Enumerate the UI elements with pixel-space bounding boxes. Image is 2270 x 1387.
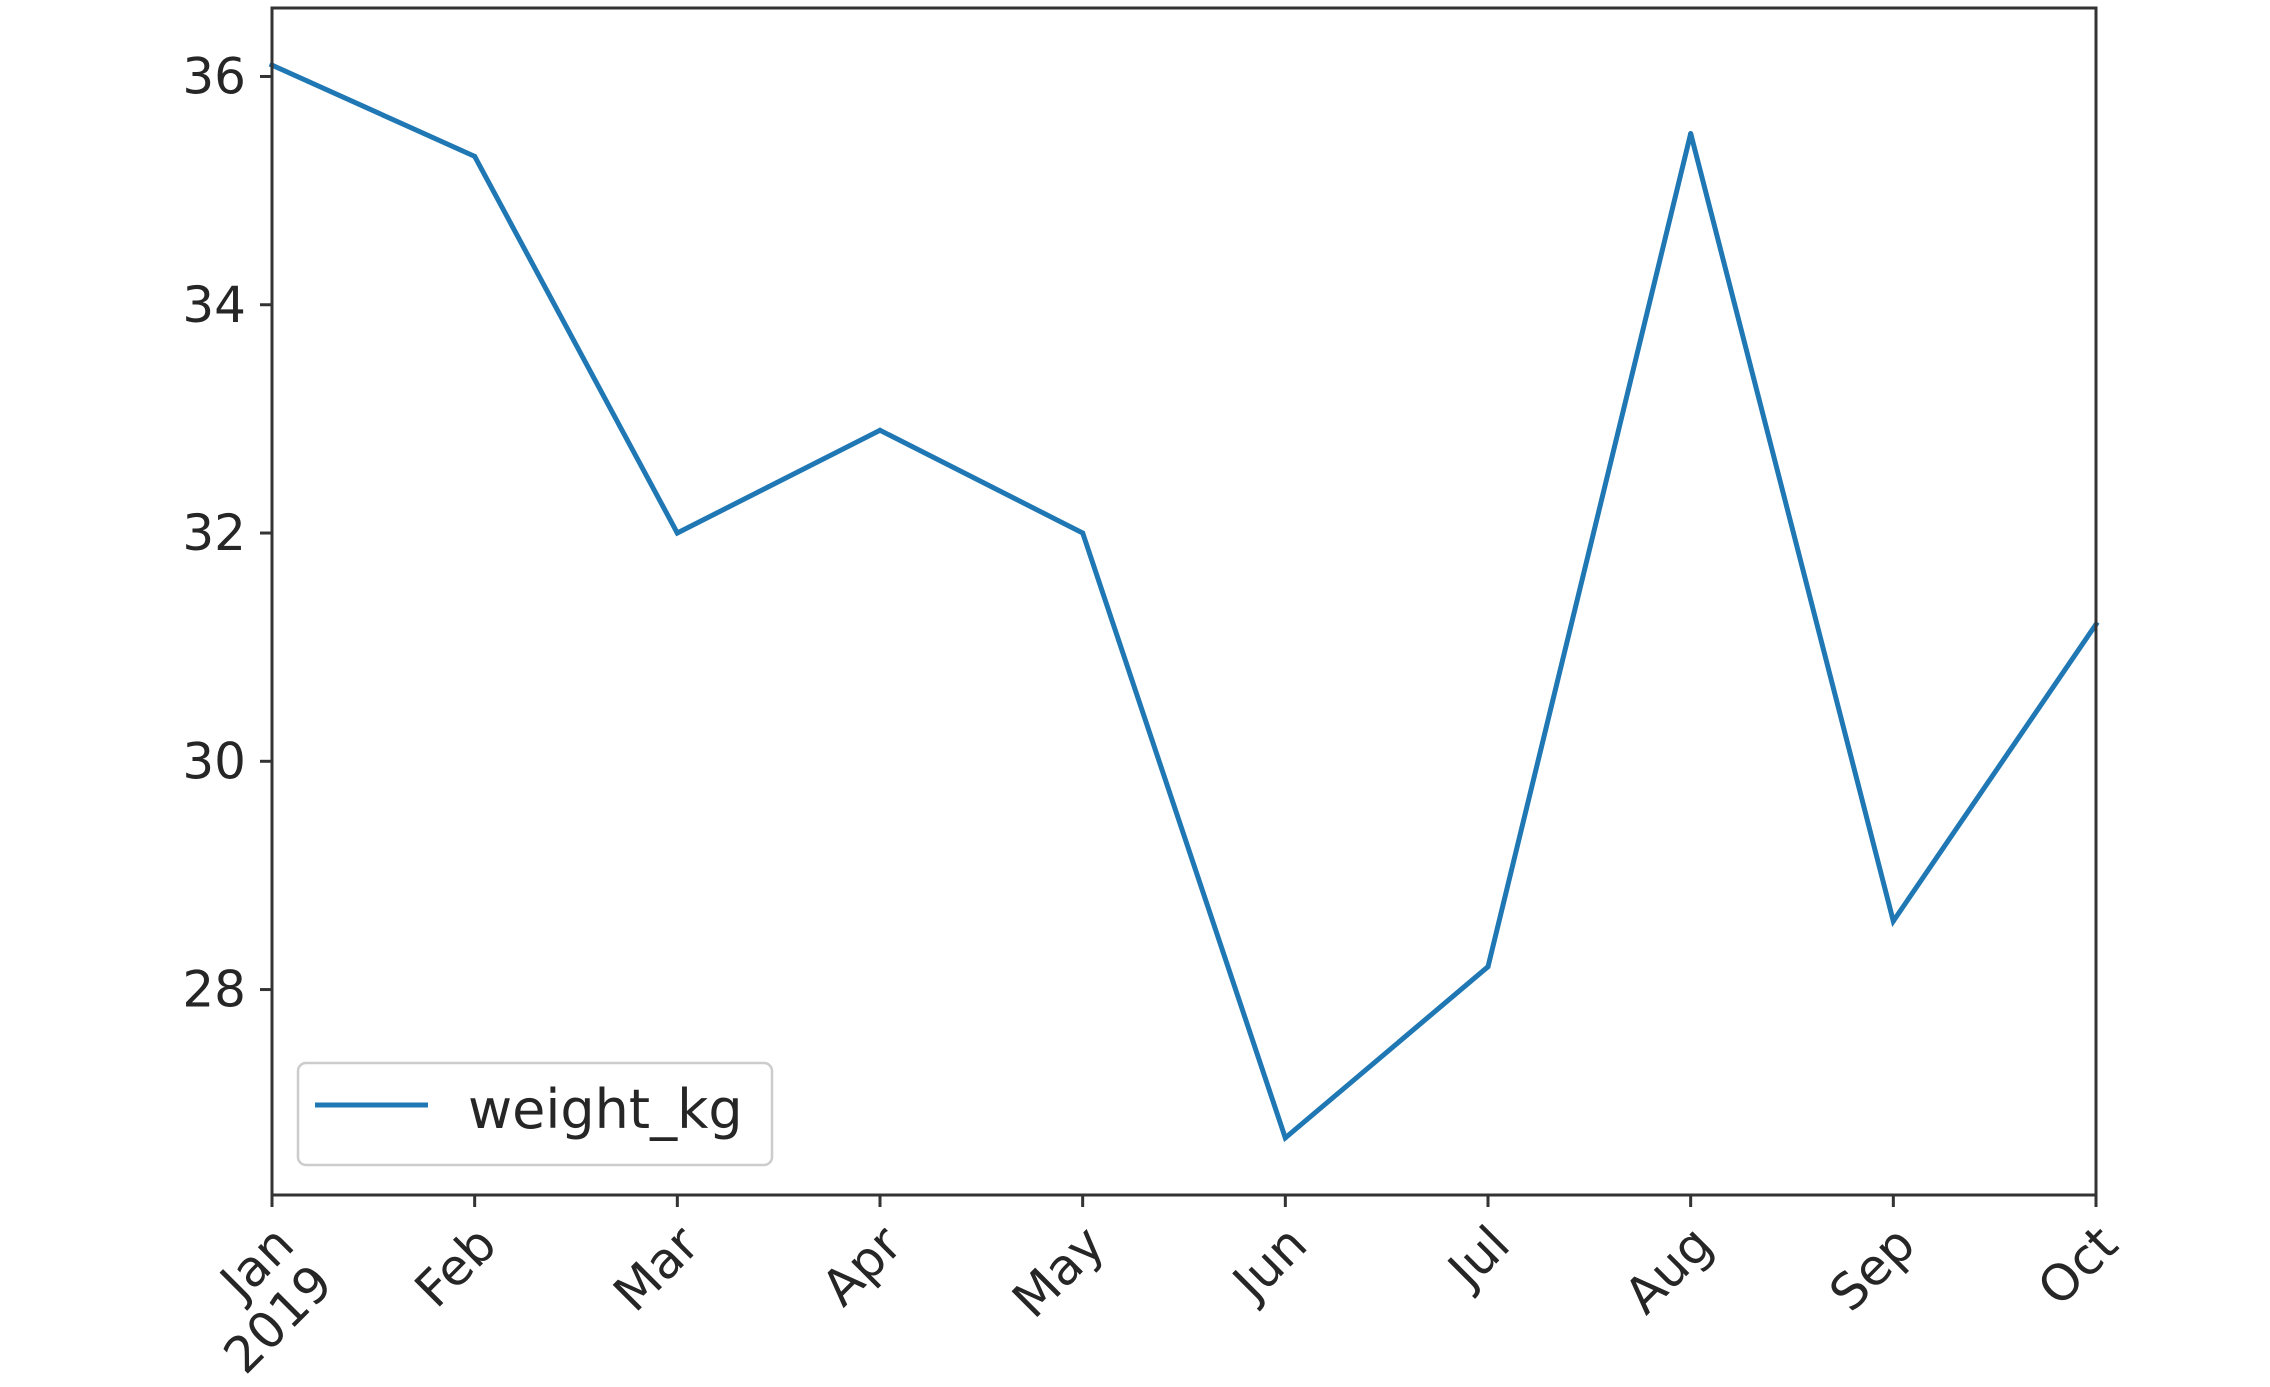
x-tick-label-4: May bbox=[1001, 1215, 1115, 1329]
x-tick-label-8-line-0: Sep bbox=[1819, 1215, 1927, 1323]
x-tick-label-6: Jul bbox=[1435, 1215, 1521, 1301]
x-tick-label-5: Jun bbox=[1220, 1215, 1318, 1313]
x-tick-label-9: Oct bbox=[2027, 1215, 2129, 1317]
series-line-weight-kg bbox=[268, 61, 2100, 1143]
y-tick-label-34: 34 bbox=[182, 276, 246, 334]
legend-box bbox=[296, 1061, 774, 1167]
x-tick-label-7-line-0: Aug bbox=[1613, 1215, 1723, 1325]
data-point-weight-kg-5 bbox=[1282, 1135, 1288, 1141]
data-point-weight-kg-6 bbox=[1485, 964, 1491, 970]
axes-layer bbox=[270, 6, 2098, 1197]
x-tick-label-9-line-0: Oct bbox=[2027, 1215, 2129, 1317]
x-tick-label-3: Apr bbox=[811, 1215, 913, 1317]
x-tick-label-2-line-0: Mar bbox=[602, 1215, 710, 1323]
y-tick-label-28: 28 bbox=[182, 961, 246, 1019]
y-tick-label-32: 32 bbox=[182, 504, 246, 562]
legend: weight_kg bbox=[296, 1061, 774, 1167]
y-tick-label-36: 36 bbox=[182, 47, 246, 105]
data-point-weight-kg-7 bbox=[1688, 131, 1694, 137]
data-point-weight-kg-1 bbox=[472, 153, 478, 159]
data-point-weight-kg-2 bbox=[674, 530, 680, 536]
x-tick-label-2: Mar bbox=[602, 1215, 710, 1323]
data-point-weight-kg-3 bbox=[877, 427, 883, 433]
x-tick-label-1-line-0: Feb bbox=[404, 1215, 508, 1319]
x-tick-label-0: Jan2019 bbox=[174, 1215, 344, 1382]
x-tick-label-5-line-0: Jun bbox=[1220, 1215, 1318, 1313]
x-tick-label-3-line-0: Apr bbox=[811, 1215, 913, 1317]
x-tick-label-4-line-0: May bbox=[1001, 1215, 1115, 1329]
y-axis: 28 30 32 34 36 bbox=[182, 47, 272, 1019]
data-point-weight-kg-8 bbox=[1890, 918, 1896, 924]
y-tick-label-30: 30 bbox=[182, 732, 246, 790]
x-tick-label-1: Feb bbox=[404, 1215, 508, 1319]
x-tick-label-7: Aug bbox=[1613, 1215, 1723, 1325]
axes-frame bbox=[270, 6, 2098, 1197]
x-tick-label-6-line-0: Jul bbox=[1435, 1215, 1521, 1301]
x-axis: Jan2019 Feb Mar Apr May Jun Jul Aug Sep Oct bbox=[174, 1195, 2129, 1385]
legend-label-weight-kg: weight_kg bbox=[468, 1078, 743, 1141]
plot-area bbox=[272, 8, 2096, 1195]
x-tick-label-8: Sep bbox=[1819, 1215, 1927, 1323]
data-point-weight-kg-4 bbox=[1080, 530, 1086, 536]
